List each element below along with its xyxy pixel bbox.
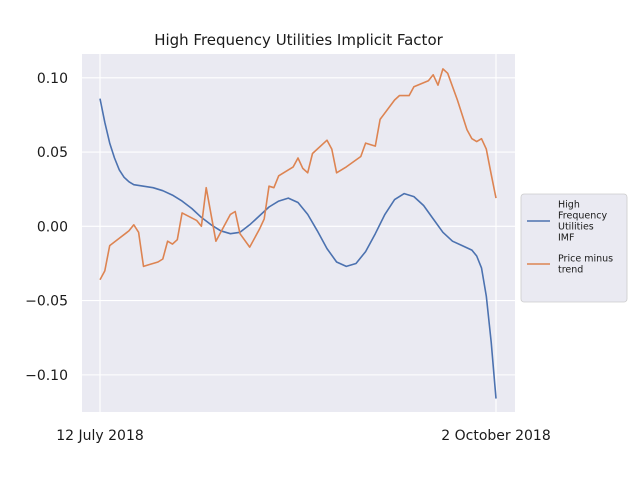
y-tick-label: 0.05 [37,145,68,161]
series-line-1 [99,98,497,399]
y-tick-label: 0.00 [37,219,68,235]
y-axis-ticks: 0.10 0.05 0.00 −0.05 −0.10 [25,71,68,384]
gridlines [82,54,515,412]
chart-title: High Frequency Utilities Implicit Factor [154,31,443,49]
legend-label-2: Price minus trend [558,254,613,276]
x-tick-label: 12 July 2018 [56,428,144,444]
y-tick-label: −0.10 [25,368,68,384]
legend-label-1: High Frequency Utilities IMF [558,200,607,244]
y-tick-label: −0.05 [25,294,68,310]
series-line-2 [99,68,497,281]
y-tick-label: 0.10 [37,71,68,87]
x-tick-label: 2 October 2018 [441,428,550,444]
series-layer [99,68,497,399]
plot-area [82,54,515,412]
legend: High Frequency Utilities IMF Price minus tren… [520,193,628,303]
x-axis-ticks: 12 July 2018 2 October 2018 [56,428,551,444]
